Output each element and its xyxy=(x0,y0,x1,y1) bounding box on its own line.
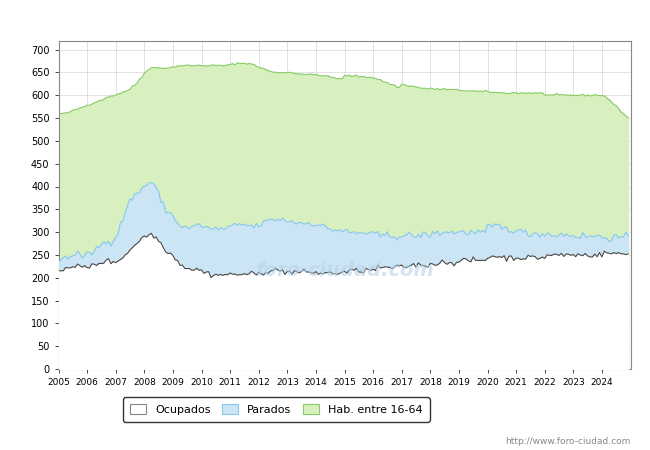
Legend: Ocupados, Parados, Hab. entre 16-64: Ocupados, Parados, Hab. entre 16-64 xyxy=(123,397,430,422)
Text: foro-ciudad.com: foro-ciudad.com xyxy=(255,261,434,280)
Text: http://www.foro-ciudad.com: http://www.foro-ciudad.com xyxy=(505,436,630,446)
Text: Otero de Herreros  -  Evolucion de la poblacion en edad de Trabajar Noviembre de: Otero de Herreros - Evolucion de la pobl… xyxy=(66,10,584,22)
